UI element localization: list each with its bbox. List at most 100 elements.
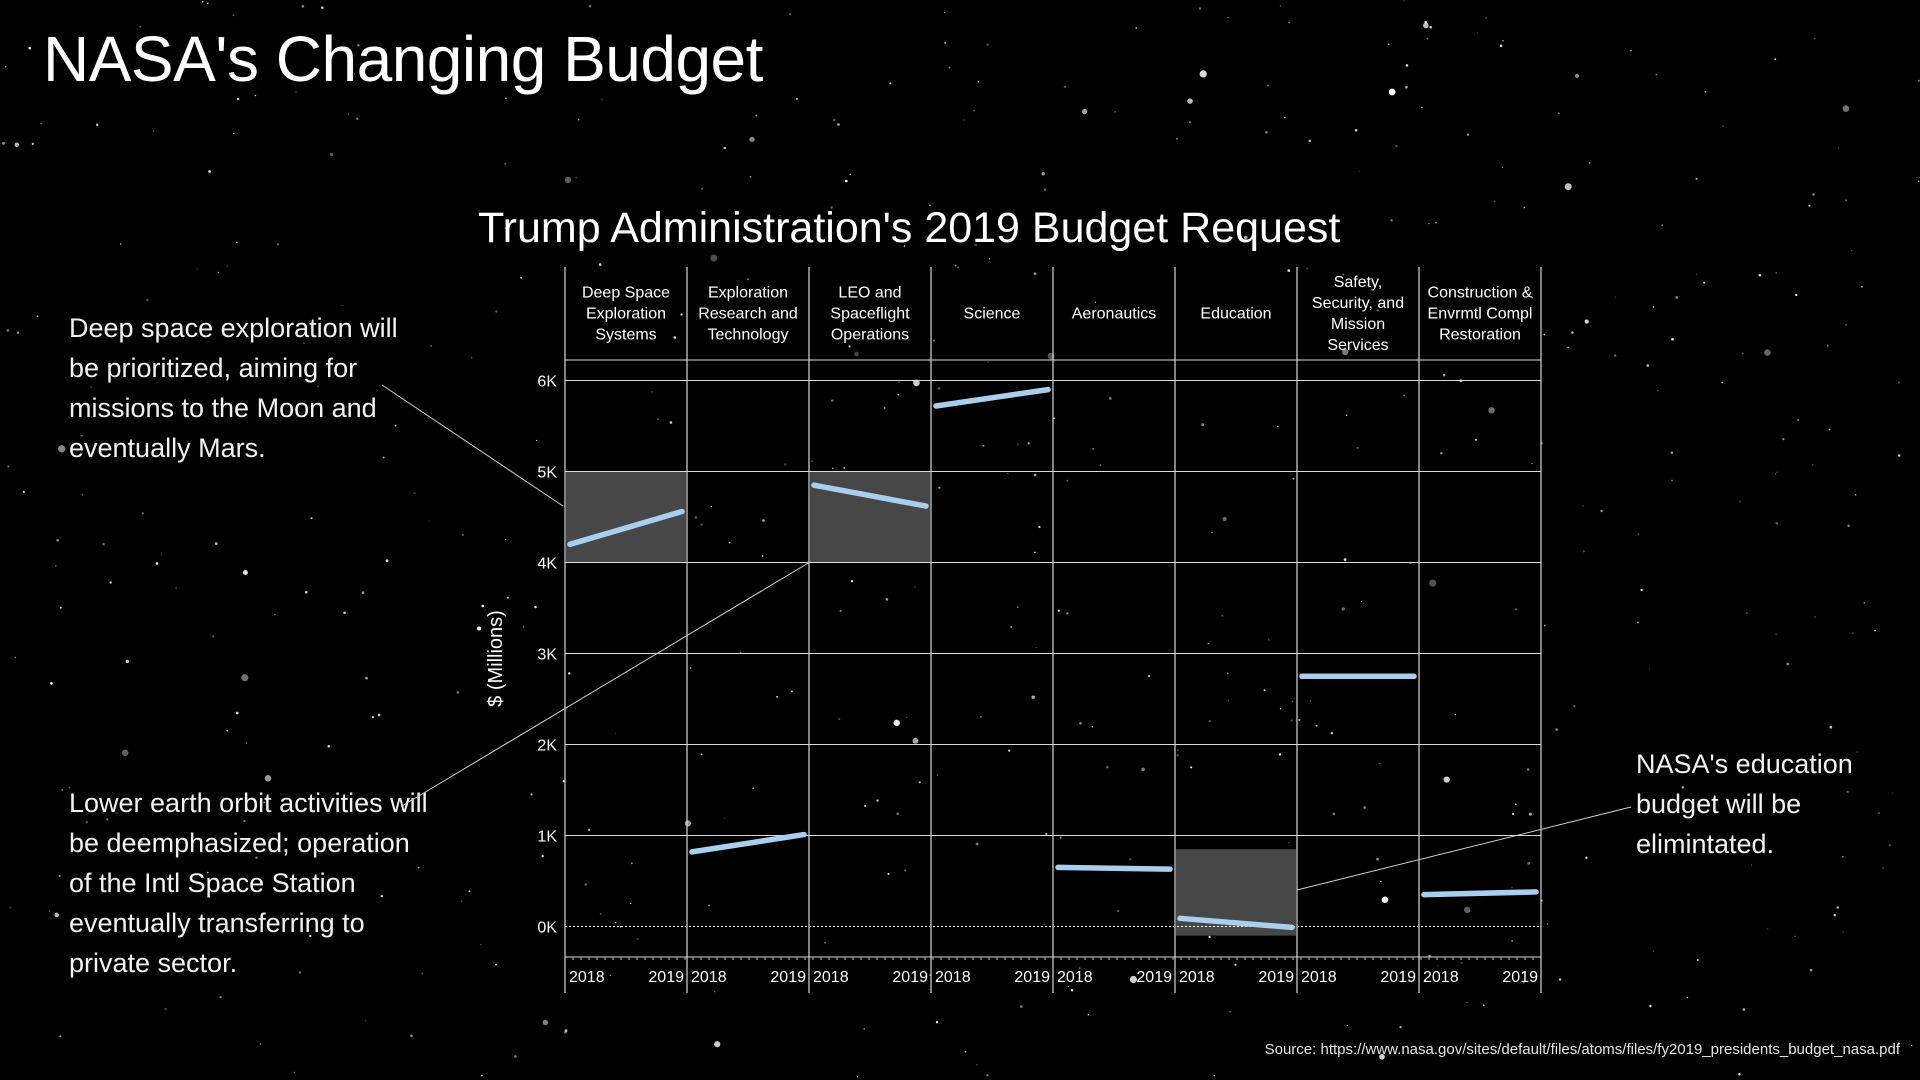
star (824, 942, 826, 944)
star (904, 869, 906, 871)
x-tick-label: 2018 (813, 969, 849, 986)
star (139, 25, 141, 28)
panel-header-line: Safety, (1334, 274, 1383, 291)
star (242, 569, 248, 576)
star (317, 385, 319, 388)
star (708, 904, 710, 907)
star (232, 14, 235, 17)
star (410, 1034, 413, 1038)
star (1043, 923, 1045, 925)
star (864, 804, 867, 807)
star (145, 298, 149, 302)
star (1057, 609, 1060, 612)
star (1292, 477, 1295, 480)
star (141, 512, 145, 515)
star (630, 862, 633, 865)
star (1829, 725, 1833, 729)
star (1284, 116, 1286, 119)
star (1290, 719, 1293, 722)
star (1381, 896, 1389, 903)
star (1758, 273, 1762, 277)
star (541, 854, 544, 858)
star (206, 871, 209, 874)
star (974, 243, 978, 247)
star (1614, 296, 1616, 298)
star (1614, 354, 1617, 357)
star (85, 820, 88, 823)
star (470, 356, 473, 359)
star (1176, 137, 1178, 140)
panel-header-line: Exploration (708, 285, 788, 302)
star (1041, 172, 1045, 176)
star (417, 866, 420, 869)
star (1091, 726, 1094, 728)
star (106, 818, 109, 821)
star (1063, 85, 1067, 89)
star (588, 4, 592, 8)
star (897, 393, 900, 396)
star (944, 12, 946, 14)
star (523, 626, 525, 628)
star (989, 258, 990, 260)
panel-header: Construction & Envrmtl Compl Restoration (1428, 285, 1533, 344)
leader-line-deep-space (381, 384, 564, 507)
star (31, 142, 34, 146)
star (1564, 183, 1572, 191)
star (1558, 112, 1560, 115)
star (1190, 766, 1193, 769)
star (1243, 235, 1248, 240)
panel-header: Deep Space Exploration Systems (582, 285, 670, 344)
y-tick-label: 1K (537, 829, 557, 846)
star (264, 775, 272, 782)
star (7, 465, 10, 468)
panel-header: Education (1200, 306, 1271, 323)
star (980, 715, 982, 718)
star (1315, 724, 1318, 727)
star (1423, 22, 1429, 29)
star (1207, 642, 1210, 645)
star (1263, 689, 1266, 692)
star (495, 310, 498, 313)
star (1526, 768, 1530, 771)
x-tick-label: 2018 (1423, 969, 1459, 986)
panel-header-line: Science (964, 306, 1021, 323)
star (1267, 639, 1270, 641)
star (849, 173, 851, 176)
star (14, 142, 20, 148)
star (1135, 26, 1138, 29)
star (936, 774, 938, 776)
chart-root: 0K 1K 2K 3K 4K 5K 6K Deep Space Exploration Syste… (381, 267, 1632, 993)
star (1092, 448, 1094, 450)
star (928, 988, 930, 990)
star (1279, 708, 1282, 710)
star (1079, 721, 1082, 725)
star (430, 345, 432, 347)
series-line (933, 386, 1051, 409)
star (1850, 249, 1853, 252)
star (1546, 923, 1548, 925)
panel-header-line: Construction & (1428, 285, 1533, 302)
star (36, 315, 39, 318)
star (863, 1028, 865, 1030)
star (1403, 394, 1406, 397)
star (1378, 762, 1380, 765)
star (226, 729, 228, 732)
star (1341, 607, 1345, 611)
star (1211, 532, 1213, 534)
star (975, 842, 979, 846)
star (1776, 471, 1778, 473)
star (761, 555, 764, 557)
star (790, 690, 793, 693)
star (749, 136, 755, 142)
star (694, 516, 698, 519)
star (1814, 37, 1816, 39)
star (1600, 509, 1603, 513)
star (1808, 204, 1811, 207)
star (276, 243, 279, 246)
star (1897, 381, 1900, 384)
star (293, 1071, 296, 1073)
star (986, 43, 989, 46)
star (1147, 674, 1151, 678)
star (1399, 1026, 1402, 1029)
star (1523, 206, 1526, 209)
